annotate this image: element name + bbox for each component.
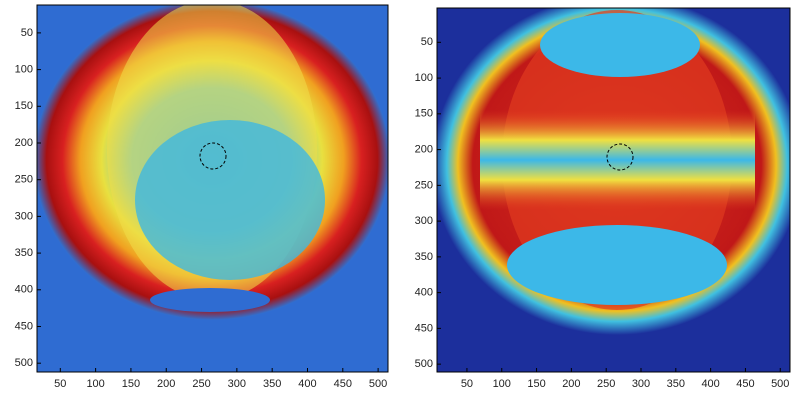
x-tick-label: 300: [228, 378, 246, 390]
y-tick-label: 350: [15, 247, 33, 259]
x-tick-label: 450: [736, 378, 754, 390]
y-tick-label: 150: [15, 100, 33, 112]
y-tick-label: 100: [415, 72, 433, 84]
y-tick-label: 100: [15, 63, 33, 75]
y-tick-label: 150: [415, 108, 433, 120]
y-tick-label: 50: [21, 27, 33, 39]
y-tick-label: 250: [415, 179, 433, 191]
y-tick-label: 300: [15, 210, 33, 222]
x-tick-label: 100: [86, 378, 104, 390]
y-tick-label: 400: [15, 284, 33, 296]
x-tick-label: 400: [298, 378, 316, 390]
x-tick-label: 250: [597, 378, 615, 390]
y-tick-label: 400: [415, 287, 433, 299]
x-tick-label: 150: [122, 378, 140, 390]
y-tick-label: 500: [415, 358, 433, 370]
heatmap-right: [432, 0, 791, 372]
y-tick-label: 200: [15, 137, 33, 149]
x-tick-label: 400: [701, 378, 719, 390]
y-tick-label: 350: [415, 251, 433, 263]
x-tick-label: 200: [157, 378, 175, 390]
x-tick-label: 250: [192, 378, 210, 390]
x-tick-label: 200: [562, 378, 580, 390]
x-tick-label: 300: [632, 378, 650, 390]
x-tick-label: 450: [334, 378, 352, 390]
x-tick-label: 150: [527, 378, 545, 390]
x-tick-label: 500: [771, 378, 789, 390]
y-tick-label: 200: [415, 144, 433, 156]
y-tick-label: 500: [15, 357, 33, 369]
x-tick-label: 50: [461, 378, 473, 390]
x-tick-label: 100: [493, 378, 511, 390]
y-tick-label: 450: [15, 320, 33, 332]
y-tick-label: 300: [415, 215, 433, 227]
heatmap-left: [34, 0, 390, 372]
y-tick-label: 450: [415, 322, 433, 334]
x-tick-label: 350: [263, 378, 281, 390]
y-tick-label: 250: [15, 174, 33, 186]
x-tick-label: 500: [369, 378, 387, 390]
x-tick-label: 350: [667, 378, 685, 390]
x-tick-label: 50: [54, 378, 66, 390]
chart: 50 100 150 200 250 300 350 400 450 500 50 100 150 200…: [0, 0, 791, 400]
y-tick-label: 50: [421, 36, 433, 48]
